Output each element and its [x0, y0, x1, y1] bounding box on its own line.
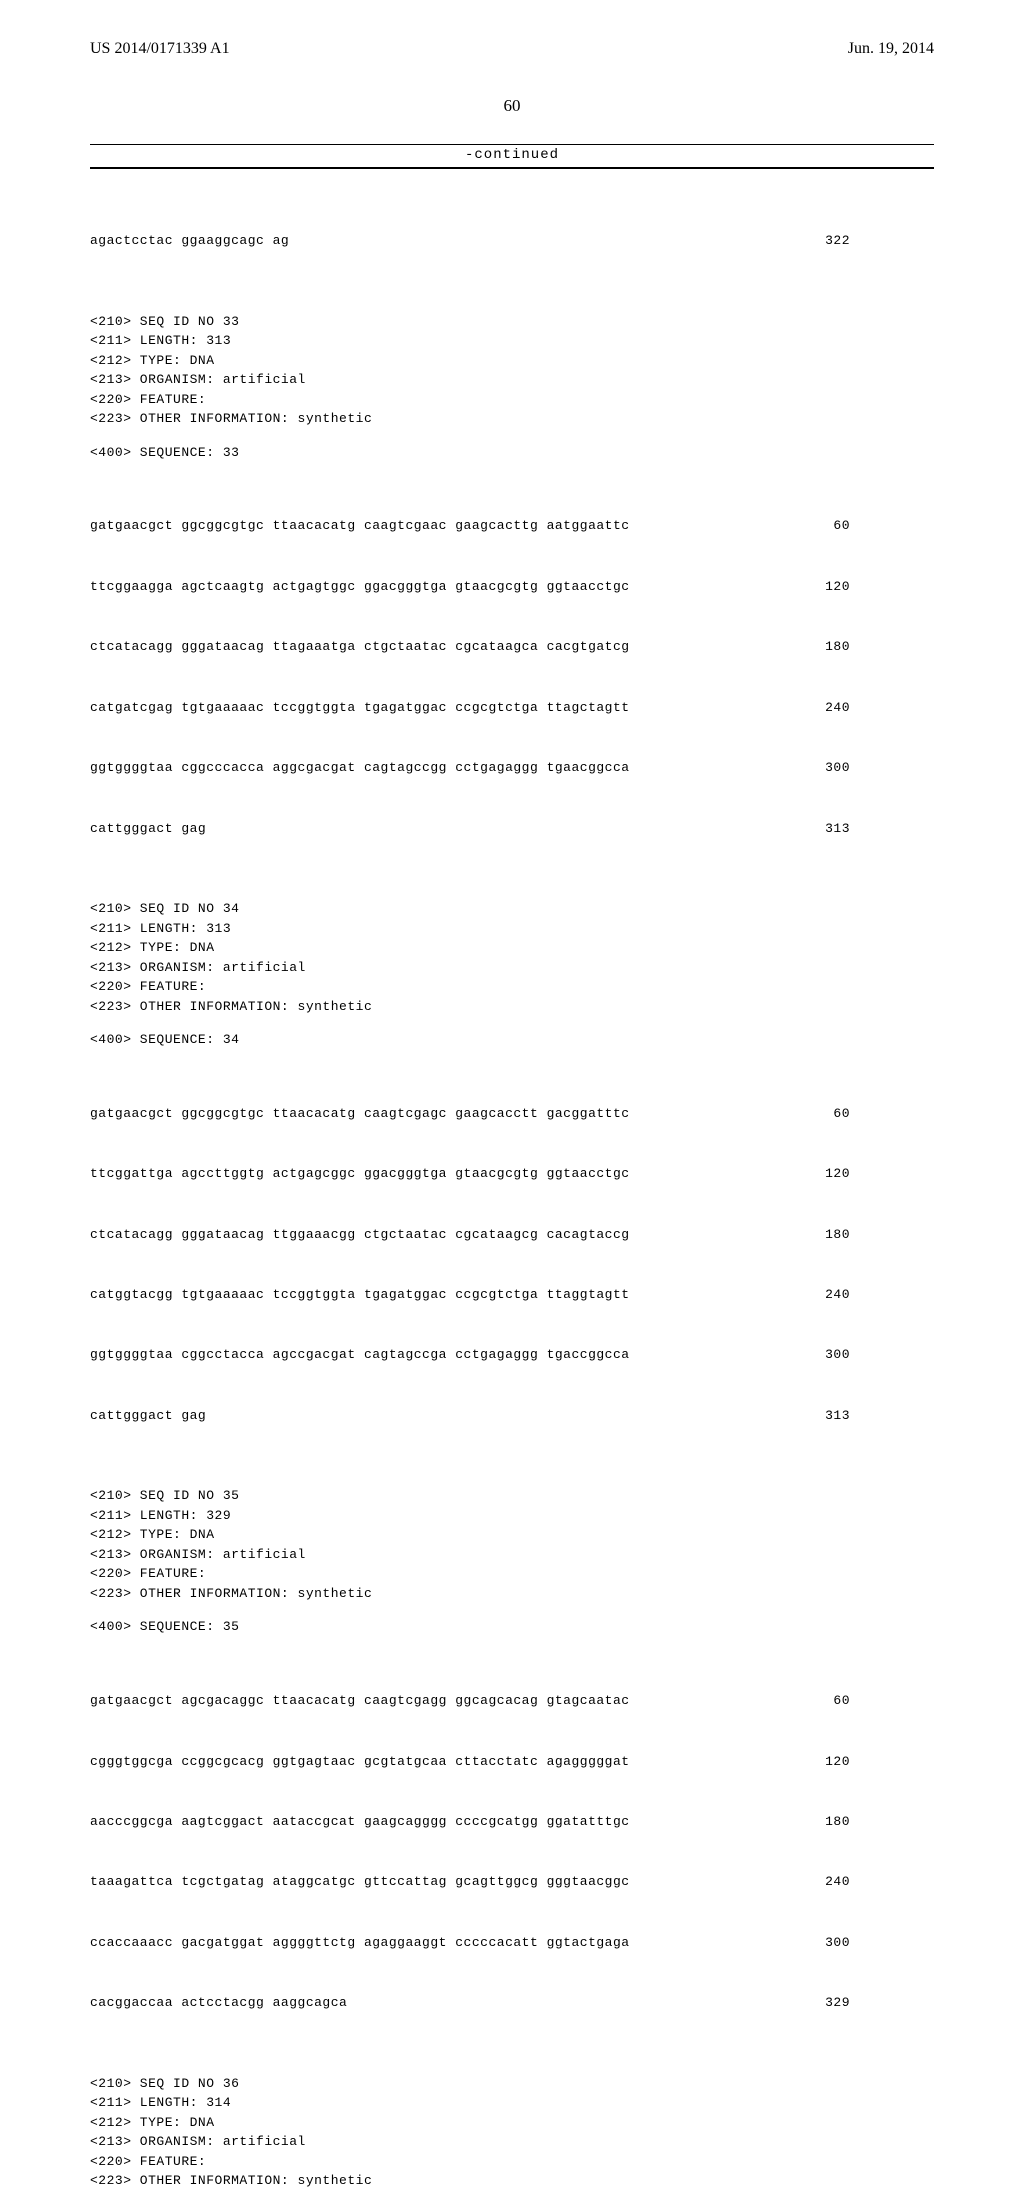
meta-line: <212> TYPE: DNA: [90, 938, 934, 958]
seq-block-36: <210> SEQ ID NO 36 <211> LENGTH: 314 <21…: [90, 2074, 934, 2191]
meta-line: <220> FEATURE:: [90, 2152, 934, 2172]
seq-pos: 313: [810, 819, 850, 839]
meta-line: <213> ORGANISM: artificial: [90, 958, 934, 978]
seq-text: ccaccaaacc gacgatggat aggggttctg agaggaa…: [90, 1933, 630, 1953]
seq-text: cacggaccaa actcctacgg aaggcagca: [90, 1993, 347, 2013]
seq-pos: 240: [810, 1285, 850, 1305]
seq-text: gatgaacgct agcgacaggc ttaacacatg caagtcg…: [90, 1691, 630, 1711]
seq-text: catgatcgag tgtgaaaaac tccggtggta tgagatg…: [90, 698, 630, 718]
seq-text: ttcggattga agccttggtg actgagcggc ggacggg…: [90, 1164, 630, 1184]
seq-pos: 180: [810, 1812, 850, 1832]
patent-page: US 2014/0171339 A1 Jun. 19, 2014 60 -con…: [0, 0, 1024, 1320]
meta-line: <220> FEATURE:: [90, 390, 934, 410]
divider-thin-top: [90, 144, 934, 145]
publication-number: US 2014/0171339 A1: [90, 40, 230, 58]
sequence-tail: agactcctac ggaaggcagc ag 322: [90, 191, 934, 292]
seq-line: agactcctac ggaaggcagc ag 322: [90, 231, 850, 251]
seq-pos: 313: [810, 1406, 850, 1426]
seq-pos: 240: [810, 698, 850, 718]
meta-line: <210> SEQ ID NO 36: [90, 2074, 934, 2094]
meta-line: <212> TYPE: DNA: [90, 2113, 934, 2133]
meta-line: <213> ORGANISM: artificial: [90, 2132, 934, 2152]
meta-line: <223> OTHER INFORMATION: synthetic: [90, 1584, 934, 1604]
seq-pos: 120: [810, 1164, 850, 1184]
seq-label: <400> SEQUENCE: 34: [90, 1030, 934, 1050]
seq-text: ctcatacagg gggataacag ttggaaacgg ctgctaa…: [90, 1225, 630, 1245]
seq-text: ttcggaagga agctcaagtg actgagtggc ggacggg…: [90, 577, 630, 597]
seq-pos: 120: [810, 577, 850, 597]
meta-line: <220> FEATURE:: [90, 977, 934, 997]
seq-text: ctcatacagg gggataacag ttagaaatga ctgctaa…: [90, 637, 630, 657]
meta-line: <212> TYPE: DNA: [90, 351, 934, 371]
seq-text: gatgaacgct ggcggcgtgc ttaacacatg caagtcg…: [90, 1104, 630, 1124]
meta-line: <211> LENGTH: 313: [90, 919, 934, 939]
seq-text: ggtggggtaa cggcccacca aggcgacgat cagtagc…: [90, 758, 630, 778]
seq-pos: 240: [810, 1872, 850, 1892]
publication-date: Jun. 19, 2014: [848, 40, 934, 58]
seq-block-33: <210> SEQ ID NO 33 <211> LENGTH: 313 <21…: [90, 312, 934, 879]
seq-pos: 329: [810, 1993, 850, 2013]
meta-line: <211> LENGTH: 314: [90, 2093, 934, 2113]
sequence-lines: gatgaacgct ggcggcgtgc ttaacacatg caagtcg…: [90, 476, 934, 879]
page-number: 60: [90, 96, 934, 116]
meta-line: <213> ORGANISM: artificial: [90, 1545, 934, 1565]
seq-label: <400> SEQUENCE: 33: [90, 443, 934, 463]
seq-text: cattgggact gag: [90, 1406, 206, 1426]
divider-thick-bottom: [90, 167, 934, 169]
seq-pos: 60: [810, 1691, 850, 1711]
meta-line: <223> OTHER INFORMATION: synthetic: [90, 997, 934, 1017]
seq-pos: 180: [810, 1225, 850, 1245]
meta-line: <210> SEQ ID NO 35: [90, 1486, 934, 1506]
seq-block-34: <210> SEQ ID NO 34 <211> LENGTH: 313 <21…: [90, 899, 934, 1466]
seq-pos: 60: [810, 1104, 850, 1124]
meta-line: <211> LENGTH: 329: [90, 1506, 934, 1526]
seq-pos: 322: [810, 231, 850, 251]
seq-pos: 180: [810, 637, 850, 657]
seq-text: aacccggcga aagtcggact aataccgcat gaagcag…: [90, 1812, 630, 1832]
seq-text: agactcctac ggaaggcagc ag: [90, 231, 289, 251]
meta-line: <223> OTHER INFORMATION: synthetic: [90, 2171, 934, 2191]
meta-line: <220> FEATURE:: [90, 1564, 934, 1584]
seq-text: cattgggact gag: [90, 819, 206, 839]
sequence-lines: gatgaacgct agcgacaggc ttaacacatg caagtcg…: [90, 1651, 934, 2054]
seq-text: gatgaacgct ggcggcgtgc ttaacacatg caagtcg…: [90, 516, 630, 536]
meta-line: <223> OTHER INFORMATION: synthetic: [90, 409, 934, 429]
meta-line: <212> TYPE: DNA: [90, 1525, 934, 1545]
seq-text: taaagattca tcgctgatag ataggcatgc gttccat…: [90, 1872, 630, 1892]
meta-line: <213> ORGANISM: artificial: [90, 370, 934, 390]
seq-pos: 300: [810, 1933, 850, 1953]
seq-pos: 60: [810, 516, 850, 536]
seq-text: catggtacgg tgtgaaaaac tccggtggta tgagatg…: [90, 1285, 630, 1305]
seq-text: cgggtggcga ccggcgcacg ggtgagtaac gcgtatg…: [90, 1752, 630, 1772]
meta-line: <210> SEQ ID NO 34: [90, 899, 934, 919]
seq-label: <400> SEQUENCE: 35: [90, 1617, 934, 1637]
seq-pos: 300: [810, 758, 850, 778]
seq-pos: 300: [810, 1345, 850, 1365]
continued-label: -continued: [90, 147, 934, 163]
meta-line: <210> SEQ ID NO 33: [90, 312, 934, 332]
seq-pos: 120: [810, 1752, 850, 1772]
seq-block-35: <210> SEQ ID NO 35 <211> LENGTH: 329 <21…: [90, 1486, 934, 2053]
page-header: US 2014/0171339 A1 Jun. 19, 2014: [90, 40, 934, 58]
meta-line: <211> LENGTH: 313: [90, 331, 934, 351]
seq-text: ggtggggtaa cggcctacca agccgacgat cagtagc…: [90, 1345, 630, 1365]
sequence-lines: gatgaacgct ggcggcgtgc ttaacacatg caagtcg…: [90, 1064, 934, 1467]
